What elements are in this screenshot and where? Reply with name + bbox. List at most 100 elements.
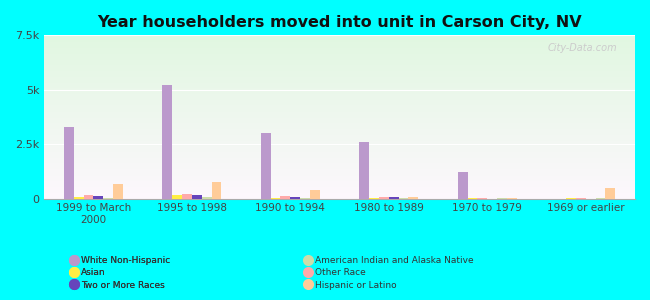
Title: Year householders moved into unit in Carson City, NV: Year householders moved into unit in Car… bbox=[98, 15, 582, 30]
Bar bbox=[44, 192, 635, 193]
Bar bbox=[44, 165, 635, 166]
Bar bbox=[507, 198, 517, 199]
Bar bbox=[44, 48, 635, 49]
Bar bbox=[44, 135, 635, 136]
Bar bbox=[44, 131, 635, 132]
Bar bbox=[44, 173, 635, 174]
Bar bbox=[44, 96, 635, 97]
Bar bbox=[44, 190, 635, 191]
Legend: White Non-Hispanic, Asian, Two or More Races: White Non-Hispanic, Asian, Two or More R… bbox=[70, 254, 173, 292]
Bar bbox=[44, 40, 635, 41]
Bar bbox=[44, 196, 635, 197]
Bar bbox=[44, 154, 635, 155]
Bar bbox=[44, 153, 635, 154]
Bar bbox=[44, 55, 635, 56]
Bar bbox=[44, 72, 635, 73]
Bar bbox=[44, 161, 635, 162]
Bar bbox=[44, 62, 635, 63]
Bar bbox=[44, 109, 635, 110]
Bar bbox=[44, 46, 635, 47]
Bar bbox=[44, 36, 635, 37]
Bar bbox=[44, 137, 635, 138]
Bar bbox=[44, 90, 635, 91]
Bar bbox=[44, 41, 635, 42]
Bar bbox=[44, 70, 635, 71]
Bar bbox=[467, 198, 478, 199]
Bar bbox=[182, 194, 192, 199]
Bar bbox=[44, 94, 635, 95]
Bar bbox=[44, 92, 635, 93]
Bar bbox=[44, 139, 635, 140]
Bar bbox=[44, 65, 635, 66]
Text: City-Data.com: City-Data.com bbox=[548, 44, 617, 53]
Bar bbox=[44, 115, 635, 116]
Bar bbox=[83, 195, 94, 199]
Bar bbox=[44, 107, 635, 108]
Bar bbox=[44, 101, 635, 102]
Bar bbox=[211, 182, 222, 199]
Bar bbox=[44, 197, 635, 198]
Bar bbox=[44, 188, 635, 189]
Bar bbox=[44, 98, 635, 99]
Bar bbox=[44, 130, 635, 131]
Bar bbox=[44, 74, 635, 75]
Bar bbox=[44, 194, 635, 195]
Bar bbox=[359, 142, 369, 199]
Bar bbox=[44, 124, 635, 125]
Bar bbox=[44, 171, 635, 172]
Bar bbox=[44, 119, 635, 120]
Bar bbox=[44, 67, 635, 68]
Bar bbox=[44, 183, 635, 184]
Bar bbox=[73, 197, 83, 199]
Bar bbox=[389, 197, 398, 199]
Bar bbox=[44, 163, 635, 164]
Bar bbox=[44, 35, 635, 36]
Bar bbox=[44, 82, 635, 83]
Bar bbox=[44, 159, 635, 160]
Bar bbox=[44, 181, 635, 182]
Bar bbox=[44, 39, 635, 40]
Bar bbox=[44, 182, 635, 183]
Bar bbox=[44, 106, 635, 107]
Bar bbox=[44, 68, 635, 69]
Bar bbox=[44, 156, 635, 157]
Bar bbox=[94, 196, 103, 199]
Bar bbox=[261, 133, 270, 199]
Bar bbox=[44, 160, 635, 161]
Bar bbox=[44, 100, 635, 101]
Bar bbox=[44, 44, 635, 45]
Bar bbox=[44, 138, 635, 139]
Bar bbox=[44, 104, 635, 105]
Bar bbox=[44, 75, 635, 76]
Bar bbox=[44, 58, 635, 59]
Bar bbox=[44, 145, 635, 146]
Bar bbox=[44, 113, 635, 114]
Bar bbox=[44, 121, 635, 122]
Bar bbox=[44, 37, 635, 38]
Bar bbox=[44, 81, 635, 82]
Bar bbox=[44, 193, 635, 194]
Bar bbox=[44, 76, 635, 77]
Bar bbox=[300, 198, 310, 199]
Bar bbox=[44, 79, 635, 80]
Bar bbox=[44, 88, 635, 89]
Bar bbox=[44, 118, 635, 119]
Bar bbox=[44, 87, 635, 88]
Bar bbox=[566, 198, 576, 199]
Bar bbox=[44, 132, 635, 133]
Bar bbox=[44, 195, 635, 196]
Bar bbox=[44, 179, 635, 180]
Bar bbox=[44, 45, 635, 46]
Bar bbox=[44, 38, 635, 39]
Legend: American Indian and Alaska Native, Other Race, Hispanic or Latino: American Indian and Alaska Native, Other… bbox=[304, 254, 476, 292]
Bar bbox=[44, 93, 635, 94]
Bar bbox=[44, 144, 635, 145]
Bar bbox=[44, 191, 635, 192]
Bar bbox=[44, 164, 635, 165]
Bar bbox=[202, 197, 211, 199]
Bar bbox=[44, 134, 635, 135]
Bar bbox=[44, 167, 635, 168]
Bar bbox=[44, 42, 635, 43]
Bar bbox=[44, 85, 635, 86]
Bar bbox=[44, 177, 635, 178]
